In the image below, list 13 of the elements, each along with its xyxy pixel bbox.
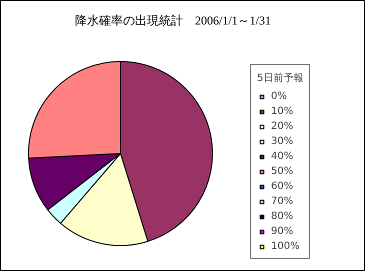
chart-title: 降水確率の出現統計 2006/1/1～1/31 xyxy=(75,14,272,28)
legend-label: 10% xyxy=(271,105,294,117)
legend-title: 5日前予報 xyxy=(257,72,304,85)
legend-label: 90% xyxy=(271,225,294,237)
legend-label: 80% xyxy=(271,210,294,222)
legend-label: 0% xyxy=(271,90,288,102)
legend-label: 30% xyxy=(271,135,294,147)
legend-label: 60% xyxy=(271,180,294,192)
legend-label: 70% xyxy=(271,195,294,207)
legend-label: 40% xyxy=(271,150,294,162)
legend-label: 20% xyxy=(271,120,294,132)
legend-label: 50% xyxy=(271,165,294,177)
legend-label: 100% xyxy=(271,240,300,252)
